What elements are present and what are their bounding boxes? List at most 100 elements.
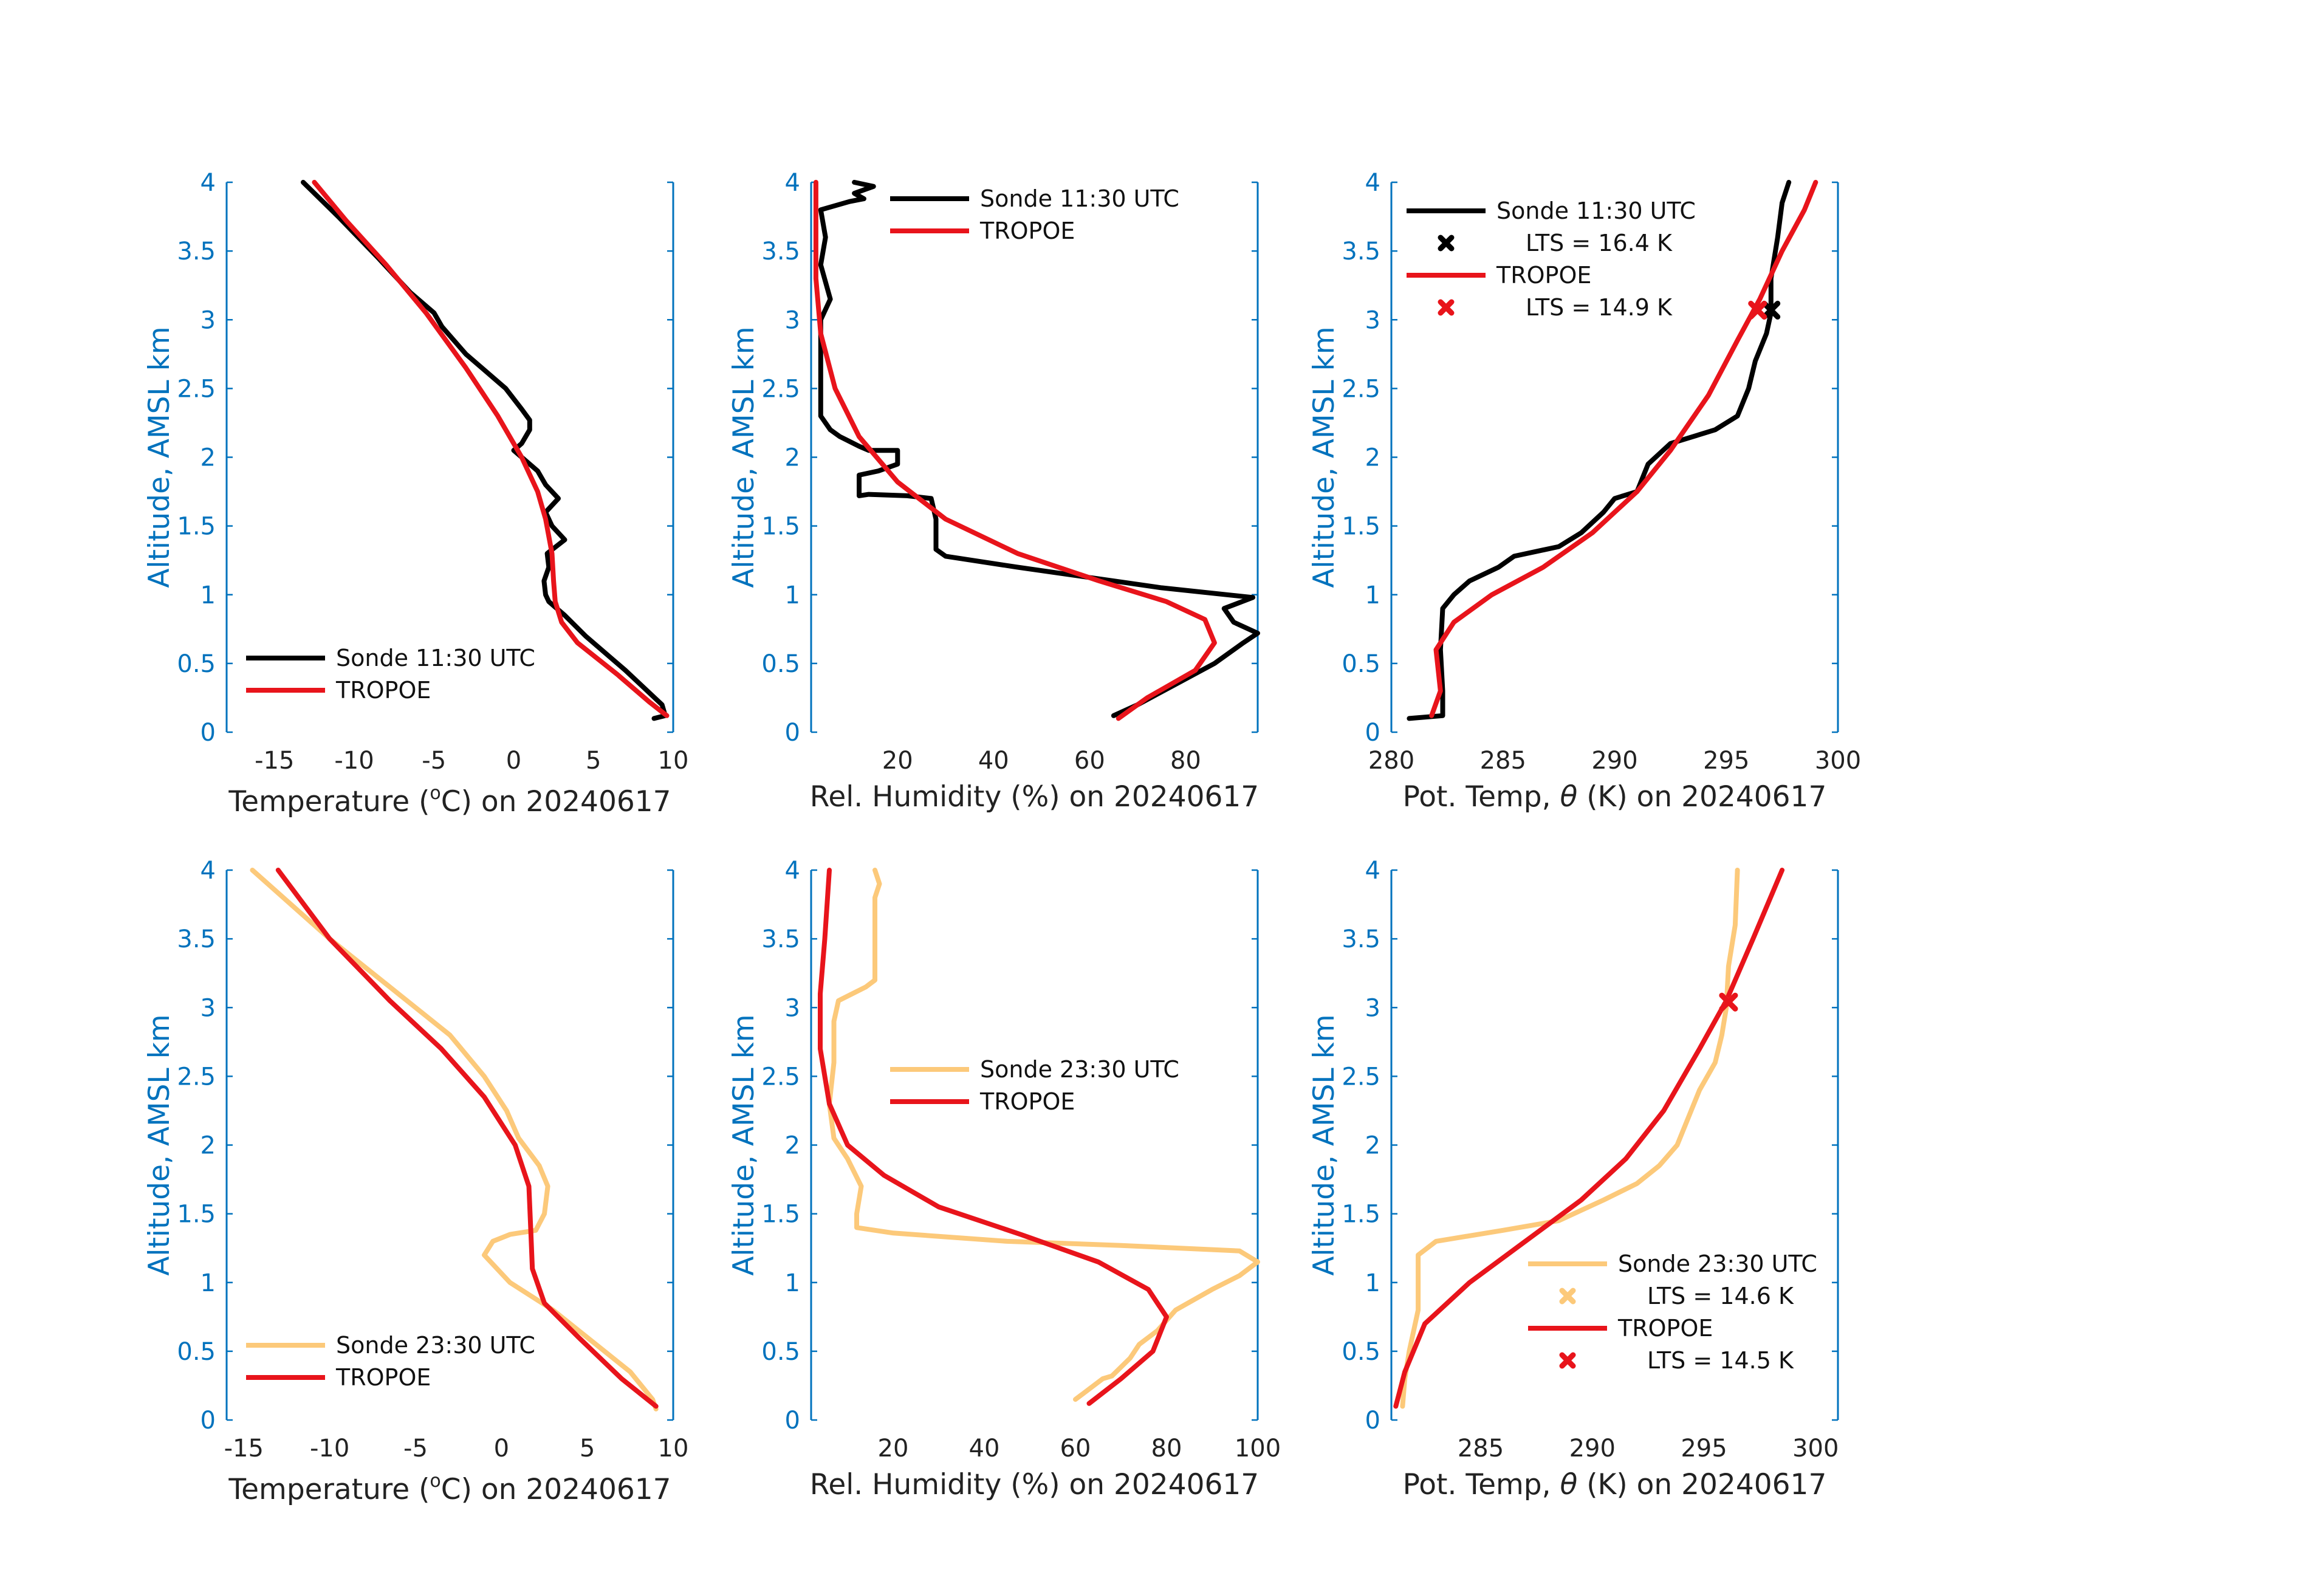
x-tick-label: 280 [1368,747,1414,775]
x-tick-label: 20 [882,747,913,775]
x-tick-label: 5 [580,1435,595,1463]
y-tick-label: 2 [201,444,216,472]
y-tick-label: 1 [785,1269,800,1297]
y-tick-label: 1.5 [177,1201,216,1229]
y-tick-label: 2 [785,1132,800,1160]
subplot-theta_2330: 0 0.5 1 1.5 2 2.5 3 3.5 4 285 290 295 300 Pot. Temp, … [1308,857,1839,1501]
x-tick-label: 290 [1569,1435,1616,1463]
y-tick-label: 2 [201,1132,216,1160]
y-tick-label: 0 [785,719,800,747]
series-line-sonde [818,180,1260,718]
y-tick-label: 4 [1365,169,1380,197]
y-tick-label: 1 [1365,581,1380,609]
x-tick-label: 0 [494,1435,509,1463]
legend-label: LTS = 16.4 K [1526,230,1673,256]
y-tick-label: 2.5 [177,1063,216,1091]
series-line-tropoe [312,180,670,718]
x-tick-label: -10 [334,747,374,775]
y-tick-label: 2.5 [1342,375,1380,403]
x-tick-label: 300 [1792,1435,1839,1463]
y-tick-label: 0 [1365,719,1380,747]
legend-label: LTS = 14.6 K [1647,1283,1794,1309]
y-tick-label: 2 [1365,1132,1380,1160]
y-axis-label: Altitude, AMSL km [727,326,761,588]
y-tick-label: 0.5 [761,650,800,678]
y-tick-label: 2 [1365,444,1380,472]
x-tick-label: -15 [255,747,294,775]
series-line-sonde [1407,180,1792,721]
legend-label: TROPOE [1617,1315,1713,1342]
x-axis-label: Rel. Humidity (%) on 20240617 [810,780,1259,814]
x-tick-label: 10 [658,747,689,775]
series-line-sonde [1400,868,1740,1409]
legend-label: TROPOE [979,1088,1075,1115]
y-tick-label: 0.5 [761,1338,800,1366]
y-tick-label: 4 [785,857,800,885]
y-tick-label: 3 [1365,306,1380,334]
legend-label: LTS = 14.9 K [1526,294,1673,321]
y-tick-label: 3.5 [177,925,216,953]
y-tick-label: 1 [201,581,216,609]
y-tick-label: 1.5 [761,1201,800,1229]
x-tick-label: -10 [310,1435,349,1463]
lts-marker [1719,992,1738,1012]
subplot-theta_1130: 0 0.5 1 1.5 2 2.5 3 3.5 4 280 285 290 295 300 Pot. Tem… [1308,169,1861,814]
x-tick-label: 290 [1591,747,1637,775]
x-tick-label: 60 [1060,1435,1091,1463]
x-axis-label: Pot. Temp, θ (K) on 20240617 [1403,780,1827,814]
y-tick-label: 0 [1365,1407,1380,1435]
y-tick-label: 1.5 [1342,513,1380,541]
y-tick-label: 3.5 [1342,925,1380,953]
legend-marker-swatch [1559,1352,1576,1369]
legend-marker-swatch [1438,235,1455,252]
y-tick-label: 2 [785,444,800,472]
y-tick-label: 1 [785,581,800,609]
subplot-temp_2330: 0 0.5 1 1.5 2 2.5 3 3.5 4 -15 -10 -5 0 5 10 Temperature… [143,857,688,1506]
legend-label: Sonde 11:30 UTC [980,185,1179,212]
legend-label: TROPOE [335,1364,431,1391]
x-tick-label: 100 [1235,1435,1281,1463]
x-tick-label: 80 [1170,747,1201,775]
x-tick-label: -5 [422,747,446,775]
y-tick-label: 3.5 [761,925,800,953]
y-tick-label: 4 [201,857,216,885]
series-line-tropoe [818,868,1169,1406]
x-axis-label: Rel. Humidity (%) on 20240617 [810,1468,1259,1501]
y-tick-label: 2.5 [1342,1063,1380,1091]
y-axis-label: Altitude, AMSL km [1308,1014,1341,1275]
y-tick-label: 3 [201,306,216,334]
x-tick-label: 40 [969,1435,1000,1463]
subplot-rh_1130: 0 0.5 1 1.5 2 2.5 3 3.5 4 20 40 60 80 Rel. Humidity (… [727,169,1260,814]
y-tick-label: 4 [201,169,216,197]
y-tick-label: 0.5 [1342,650,1380,678]
y-tick-label: 3.5 [761,238,800,266]
x-tick-label: 5 [586,747,601,775]
y-tick-label: 4 [1365,857,1380,885]
y-tick-label: 4 [785,169,800,197]
x-tick-label: 285 [1458,1435,1504,1463]
y-tick-label: 1 [201,1269,216,1297]
series-line-sonde [827,868,1260,1402]
series-line-tropoe [813,180,1217,721]
y-axis-label: Altitude, AMSL km [727,1014,761,1275]
y-tick-label: 3.5 [177,238,216,266]
x-tick-label: 295 [1703,747,1749,775]
legend-label: TROPOE [335,677,431,704]
subplot-temp_1130: 0 0.5 1 1.5 2 2.5 3 3.5 4 -15 -10 -5 0 5 10 Temperature… [143,169,688,818]
y-tick-label: 1.5 [1342,1201,1380,1229]
y-axis-label: Altitude, AMSL km [143,326,176,588]
series-line-sonde [250,868,659,1411]
legend-label: Sonde 23:30 UTC [336,1332,535,1359]
x-tick-label: 295 [1681,1435,1727,1463]
x-tick-label: -5 [403,1435,428,1463]
legend-label: TROPOE [1496,262,1591,289]
y-tick-label: 0 [785,1407,800,1435]
legend-label: Sonde 23:30 UTC [1618,1250,1817,1277]
y-tick-label: 2.5 [761,1063,800,1091]
subplot-rh_2330: 0 0.5 1 1.5 2 2.5 3 3.5 4 20 40 60 80 100 Rel. Humidit… [727,857,1281,1501]
x-tick-label: 10 [658,1435,689,1463]
y-tick-label: 0.5 [177,1338,216,1366]
x-tick-label: -15 [224,1435,264,1463]
x-tick-label: 80 [1151,1435,1182,1463]
